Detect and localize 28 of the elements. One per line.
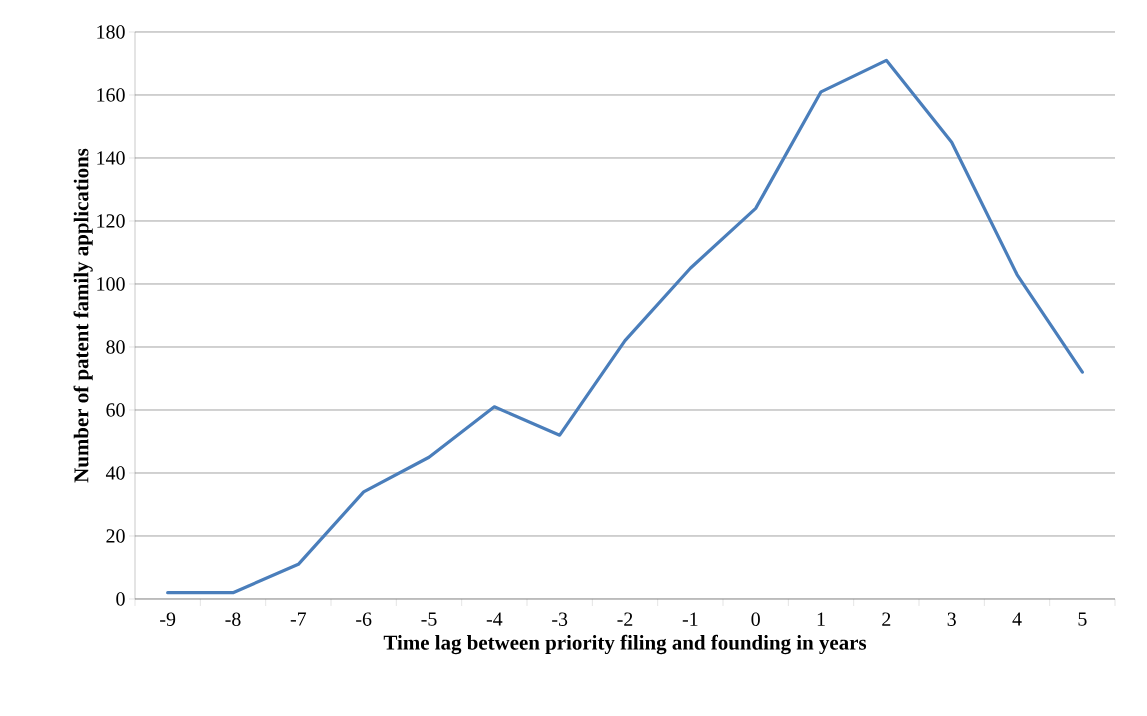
line-series bbox=[166, 58, 1084, 595]
x-tick-label: -5 bbox=[421, 612, 437, 626]
x-tick-label: -3 bbox=[552, 612, 568, 626]
x-tick-label: 2 bbox=[882, 612, 891, 626]
x-tick-label: -8 bbox=[225, 612, 241, 626]
y-tick-label: 20 bbox=[106, 529, 125, 543]
x-axis-title: Time lag between priority filing and founding in years bbox=[383, 634, 867, 655]
x-tick-label: -2 bbox=[617, 612, 633, 626]
y-tick-label: 180 bbox=[97, 25, 125, 39]
y-tick-label: 80 bbox=[106, 340, 125, 354]
x-tick-label: 0 bbox=[751, 612, 760, 626]
y-tick-label: 0 bbox=[116, 592, 125, 606]
x-tick-label: -1 bbox=[682, 612, 698, 626]
y-tick-label: 160 bbox=[97, 88, 125, 102]
x-tick-label: 1 bbox=[817, 612, 825, 626]
x-tick-label: 5 bbox=[1078, 612, 1087, 626]
y-tick-label: 60 bbox=[106, 403, 125, 417]
y-tick-label: 140 bbox=[97, 151, 125, 165]
x-tick-label: -9 bbox=[160, 612, 176, 626]
y-tick-label: 40 bbox=[105, 466, 125, 480]
x-tick-label: -7 bbox=[290, 612, 307, 626]
x-tick-label: 3 bbox=[947, 612, 956, 626]
x-tick-label: -6 bbox=[356, 612, 372, 626]
y-tick-label: 100 bbox=[97, 277, 125, 291]
y-axis-title: Number of patent family applications bbox=[73, 148, 93, 483]
y-tick-label: 120 bbox=[97, 214, 125, 228]
x-tick-label: 4 bbox=[1012, 612, 1022, 626]
x-tick-label: -4 bbox=[486, 612, 503, 626]
